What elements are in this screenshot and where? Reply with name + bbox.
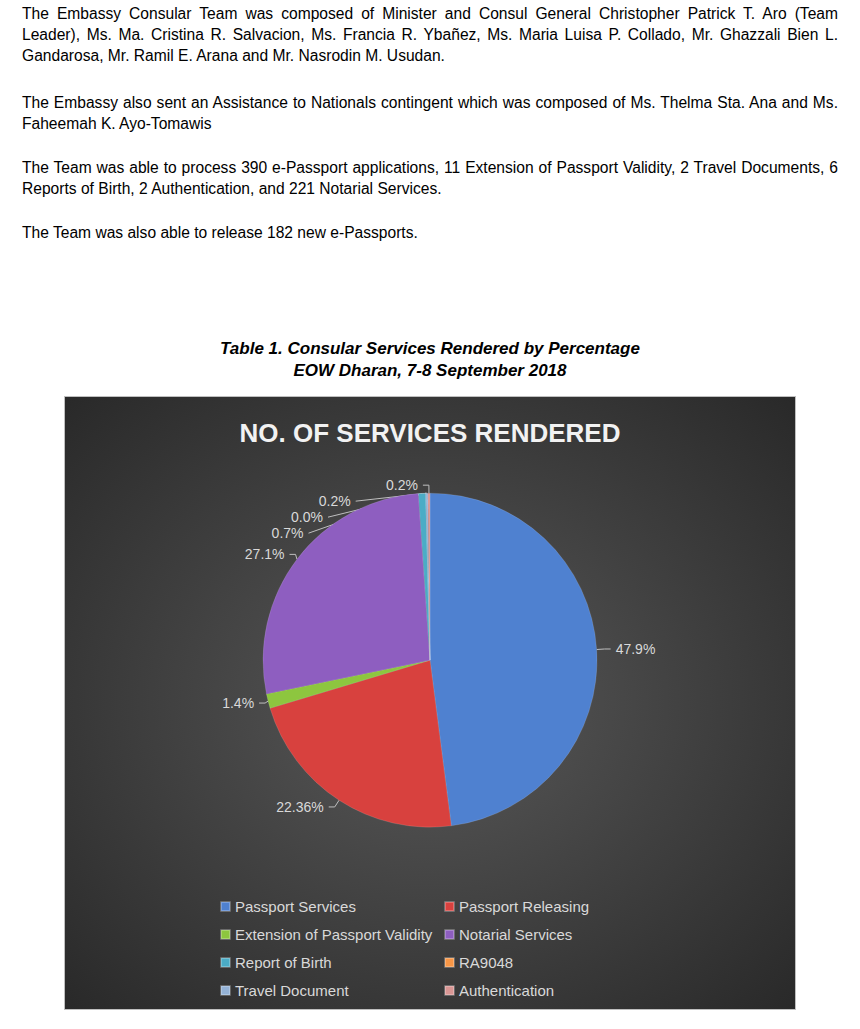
svg-text:1.4%: 1.4% (222, 695, 254, 711)
html-text:The Embassy also sent an Assis: The Embassy also sent an Assistance to N… (22, 94, 838, 132)
svg-text:Passport Services: Passport Services (235, 898, 356, 915)
svg-text:0.7%: 0.7% (272, 525, 304, 541)
html-text:The Team was able to process 3: The Team was able to process 390 e-Passp… (22, 159, 838, 197)
html-text:The Embassy Consular Team was: The Embassy Consular Team was composed o… (22, 5, 838, 64)
html-text:Table 1. Consular Services Ren: Table 1. Consular Services Rendered by P… (220, 339, 640, 358)
html-text:EOW Dharan, 7-8 September 2018: EOW Dharan, 7-8 September 2018 (293, 361, 567, 380)
svg-text:Passport Releasing: Passport Releasing (459, 898, 589, 915)
svg-text:22.36%: 22.36% (276, 799, 323, 815)
svg-text:27.1%: 27.1% (245, 546, 285, 562)
svg-text:RA9048: RA9048 (459, 954, 513, 971)
svg-text:NO. OF SERVICES RENDERED: NO. OF SERVICES RENDERED (240, 418, 621, 448)
svg-text:Notarial Services: Notarial Services (459, 926, 572, 943)
svg-text:Extension of Passport Validity: Extension of Passport Validity (235, 926, 433, 943)
svg-text:0.2%: 0.2% (319, 493, 351, 509)
html-text:The Team was also able to rele: The Team was also able to release 182 ne… (22, 224, 418, 241)
svg-text:Report of Birth: Report of Birth (235, 954, 332, 971)
svg-text:Travel Document: Travel Document (235, 982, 349, 999)
svg-text:47.9%: 47.9% (616, 641, 656, 657)
svg-text:0.0%: 0.0% (291, 509, 323, 525)
svg-text:0.2%: 0.2% (386, 477, 418, 493)
svg-text:Authentication: Authentication (459, 982, 554, 999)
